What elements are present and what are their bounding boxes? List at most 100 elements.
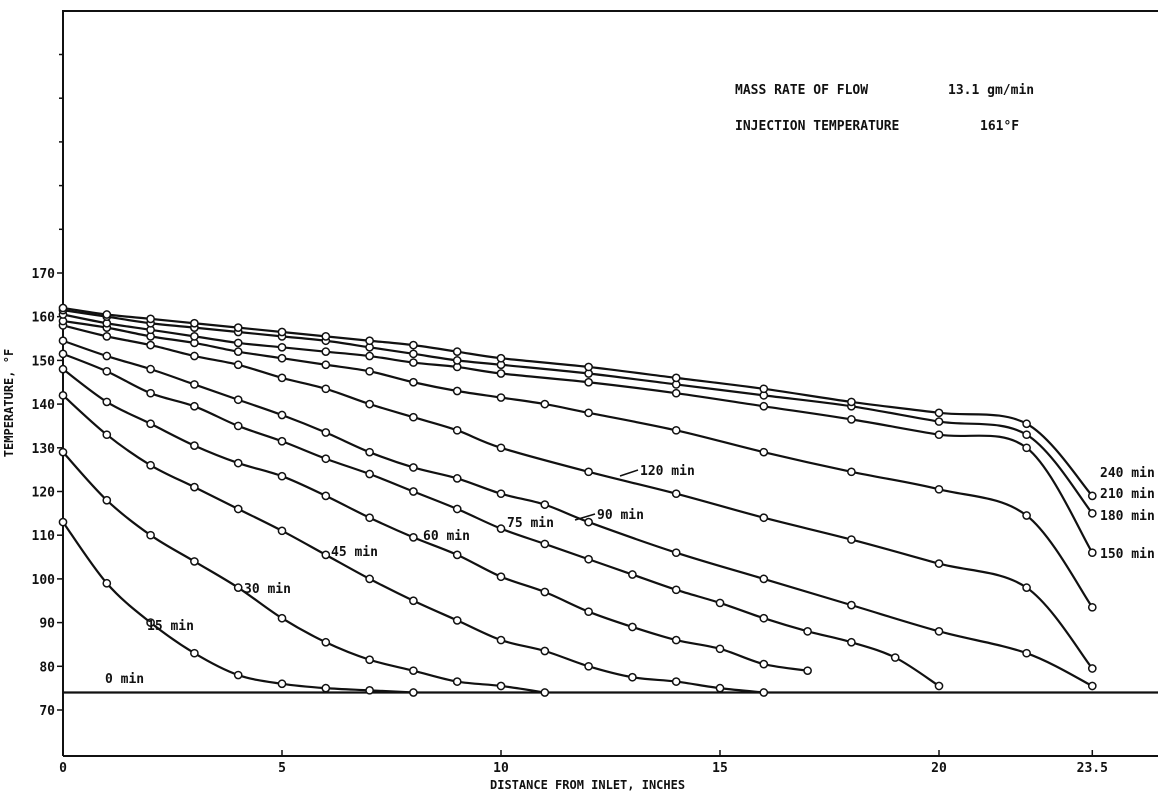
data-point-75-min: [890, 653, 900, 662]
data-point-240-min: [1087, 491, 1097, 501]
data-point-180-min: [233, 338, 243, 348]
y-tick-label: 80: [39, 660, 55, 675]
data-point-120-min: [190, 351, 199, 361]
data-point-180-min: [496, 369, 506, 378]
curve-label-150-min: 150 min: [1100, 547, 1155, 562]
data-point-180-min: [1087, 548, 1097, 558]
data-point-45-min: [759, 688, 769, 697]
data-point-60-min: [628, 622, 637, 632]
data-point-60-min: [190, 441, 199, 450]
curve-label-0-min: 0 min: [105, 672, 144, 687]
data-point-60-min: [146, 419, 155, 429]
flow-rate-label: MASS RATE OF FLOW: [735, 83, 869, 98]
data-point-240-min: [321, 332, 331, 341]
y-axis-title: TEMPERATURE, °F: [2, 348, 17, 458]
data-point-30-min: [321, 637, 331, 647]
y-tick-label: 70: [39, 704, 55, 719]
data-point-75-min: [321, 454, 331, 464]
data-point-240-min: [365, 336, 374, 346]
data-point-240-min: [233, 323, 243, 332]
data-point-180-min: [847, 415, 856, 424]
data-point-75-min: [102, 366, 112, 376]
data-point-240-min: [671, 373, 681, 383]
data-point-240-min: [759, 384, 769, 394]
data-point-180-min: [934, 430, 944, 440]
x-axis-title: DISTANCE FROM INLET, INCHES: [490, 778, 686, 792]
data-point-60-min: [409, 533, 418, 542]
data-point-90-min: [1087, 681, 1097, 691]
x-tick-label: 15: [712, 761, 728, 776]
data-point-180-min: [365, 351, 374, 361]
data-point-30-min: [540, 688, 550, 697]
data-point-15-min: [277, 679, 287, 689]
data-point-210-min: [934, 417, 944, 426]
curve-label-180-min: 180 min: [1100, 509, 1155, 524]
data-point-45-min: [715, 683, 725, 693]
data-point-15-min: [233, 670, 243, 680]
data-point-15-min: [58, 517, 68, 527]
data-point-30-min: [146, 530, 155, 540]
data-point-150-min: [847, 467, 856, 477]
data-point-75-min: [233, 421, 243, 431]
data-point-240-min: [847, 397, 856, 407]
data-point-120-min: [102, 332, 112, 341]
curve-label-45-min: 45 min: [331, 545, 378, 560]
data-point-90-min: [409, 463, 418, 472]
data-point-45-min: [584, 661, 593, 671]
curve-label-75-min: 75 min: [507, 516, 554, 531]
data-point-90-min: [102, 351, 112, 361]
data-point-120-min: [584, 467, 593, 477]
data-point-75-min: [277, 436, 287, 446]
data-point-120-min: [759, 513, 769, 523]
y-tick-label: 90: [39, 617, 55, 632]
data-point-120-min: [934, 559, 944, 568]
data-point-15-min: [365, 685, 374, 695]
data-point-75-min: [759, 613, 769, 623]
data-point-30-min: [190, 557, 199, 566]
curve-label-30-min: 30 min: [244, 582, 291, 597]
y-tick-label: 120: [32, 486, 56, 501]
data-point-240-min: [496, 353, 506, 363]
data-point-150-min: [584, 408, 593, 418]
data-point-75-min: [540, 539, 550, 549]
data-point-120-min: [233, 360, 243, 370]
x-tick-label: 5: [278, 761, 286, 776]
data-point-210-min: [1022, 430, 1031, 440]
data-point-150-min: [671, 425, 681, 435]
data-point-75-min: [628, 570, 637, 579]
data-point-240-min: [934, 408, 944, 418]
data-point-75-min: [803, 626, 812, 636]
data-point-120-min: [409, 412, 418, 422]
data-point-30-min: [365, 655, 374, 665]
data-point-45-min: [496, 635, 506, 645]
data-point-90-min: [934, 626, 944, 636]
y-tick-label: 100: [32, 573, 56, 588]
data-point-45-min: [277, 526, 287, 536]
data-point-90-min: [452, 474, 462, 483]
data-point-30-min: [452, 677, 462, 686]
data-point-150-min: [934, 484, 944, 494]
data-point-240-min: [584, 362, 593, 372]
data-point-240-min: [146, 314, 155, 324]
data-point-120-min: [321, 384, 331, 394]
data-point-45-min: [452, 616, 462, 625]
data-point-60-min: [365, 513, 374, 523]
curve-label-15-min: 15 min: [147, 619, 194, 634]
series-line-120-min: [62, 324, 1094, 670]
data-point-30-min: [58, 447, 68, 457]
data-point-90-min: [58, 336, 68, 346]
data-point-120-min: [1087, 664, 1097, 673]
y-tick-label: 130: [32, 442, 56, 457]
leader-arrow-90-min: [574, 513, 596, 521]
chart-axes: [59, 10, 1158, 757]
chart-curve-labels: 0 min 15 min 30 min 45 min 60 min 75 min 90 mi…: [105, 464, 1155, 687]
data-point-120-min: [146, 340, 155, 350]
leader-arrow-120-min: [619, 469, 639, 477]
curve-label-120-min: 120 min: [640, 464, 695, 479]
data-point-60-min: [277, 471, 287, 481]
data-point-150-min: [409, 377, 418, 387]
x-tick-label: 20: [931, 761, 947, 776]
data-point-90-min: [365, 447, 374, 457]
data-point-150-min: [233, 347, 243, 357]
